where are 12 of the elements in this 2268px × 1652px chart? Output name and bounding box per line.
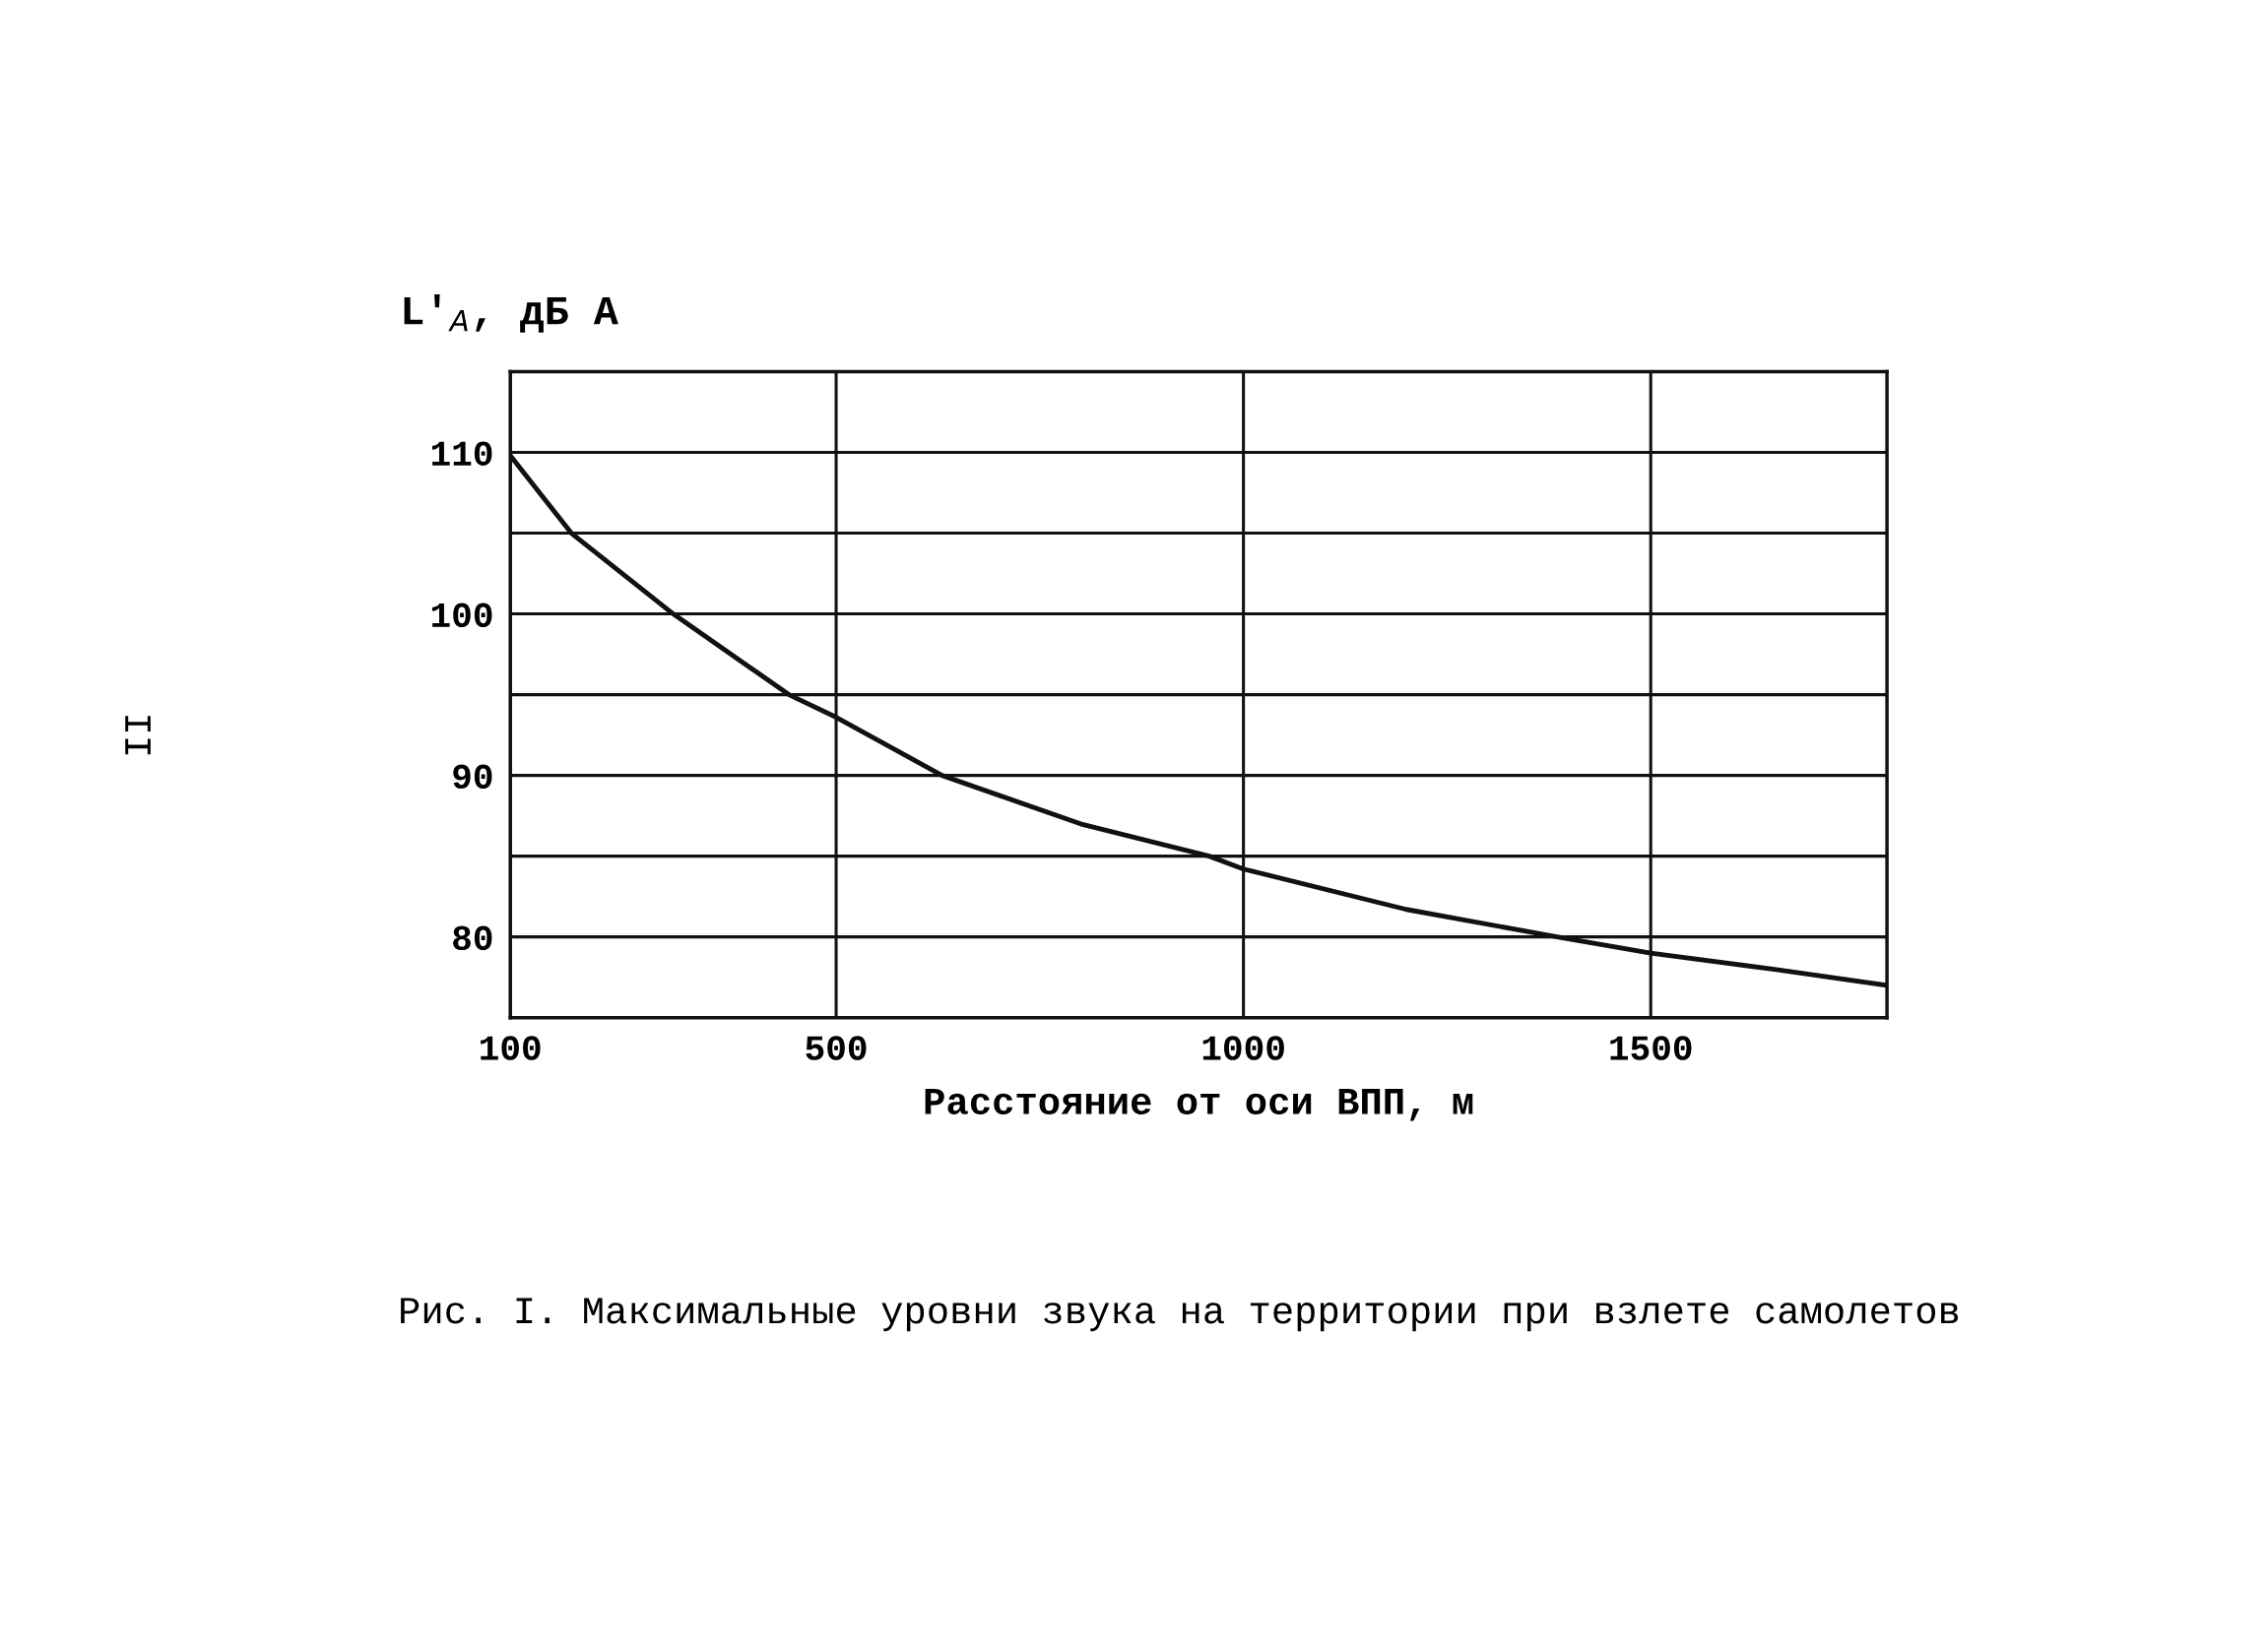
- y-tick-label: 100: [431, 603, 492, 628]
- x-tick-label: 1000: [1202, 1036, 1284, 1060]
- y-axis-title: L′$_{A}$, дБ А: [404, 294, 618, 333]
- y-tick-label: 90: [453, 764, 492, 790]
- text: II: [125, 716, 151, 755]
- x-tick-label: 500: [806, 1036, 867, 1060]
- y-tick-label: 110: [431, 441, 492, 466]
- x-axis-title: Расстояние от оси ВПП, м: [925, 1088, 1473, 1121]
- x-tick-label: 1500: [1610, 1036, 1692, 1060]
- y-tick-label: 80: [453, 925, 492, 951]
- x-tick-label: 100: [481, 1036, 541, 1060]
- text: Рис. I. Максимальные уровни звука на территории при взлете самолетов: [401, 1298, 1959, 1332]
